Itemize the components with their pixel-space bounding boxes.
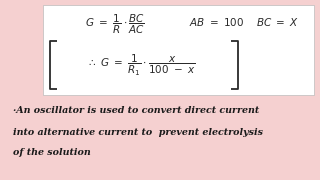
- Text: $G\ =\ \dfrac{1}{R}\cdot\dfrac{BC}{AC}$: $G\ =\ \dfrac{1}{R}\cdot\dfrac{BC}{AC}$: [85, 13, 145, 36]
- Text: of the solution: of the solution: [13, 148, 91, 157]
- Text: ·An oscillator is used to convert direct current: ·An oscillator is used to convert direct…: [13, 106, 259, 115]
- Text: into alternative current to  prevent electrolysis: into alternative current to prevent elec…: [13, 128, 263, 137]
- Text: $BC\ =\ X$: $BC\ =\ X$: [256, 17, 299, 28]
- Text: $AB\ =\ 100$: $AB\ =\ 100$: [189, 17, 244, 28]
- Text: $\therefore\ G\ =\ \dfrac{1}{R_1}\cdot\dfrac{x}{100\ -\ x}$: $\therefore\ G\ =\ \dfrac{1}{R_1}\cdot\d…: [86, 53, 196, 78]
- FancyBboxPatch shape: [43, 5, 314, 95]
